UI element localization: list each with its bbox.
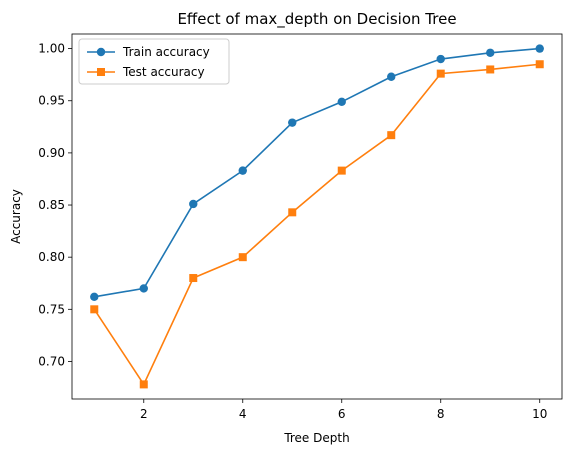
y-tick-label: 1.00 [38,42,65,56]
plot-frame [72,34,562,399]
x-tick-label: 6 [338,407,346,421]
legend-marker-2 [97,68,105,76]
y-tick-label: 0.85 [38,198,65,212]
x-axis-ticks: 2 4 6 8 10 [140,399,547,421]
series-1-point [90,293,98,301]
legend-marker-1 [97,48,105,56]
series-1-point [387,73,395,81]
y-tick-label: 0.75 [38,302,65,316]
y-tick-label: 0.80 [38,250,65,264]
series-2-point [536,60,544,68]
series-2-point [437,70,445,78]
series-1-point [189,200,197,208]
series-2-point [387,131,395,139]
y-axis-label: Accuracy [9,189,23,244]
y-axis-ticks: 0.70 0.75 0.80 0.85 0.90 0.95 1.00 [38,42,72,369]
x-tick-label: 8 [437,407,445,421]
x-tick-label: 10 [532,407,547,421]
series-1-point [288,118,296,126]
x-tick-label: 4 [239,407,247,421]
series-2-point [140,380,148,388]
series-2-point [338,167,346,175]
series-2-point [486,65,494,73]
series-line-1 [94,49,539,297]
series-2-point [239,253,247,261]
legend-label-1: Train accuracy [122,45,210,59]
y-tick-label: 0.90 [38,146,65,160]
y-tick-label: 0.95 [38,94,65,108]
series-1-point [140,284,148,292]
series-2-point [90,305,98,313]
series-1-point [239,166,247,174]
series-2-point [288,208,296,216]
chart-title: Effect of max_depth on Decision Tree [177,10,456,29]
series-1-point [338,98,346,106]
legend: Train accuracy Test accuracy [79,39,229,84]
y-tick-label: 0.70 [38,354,65,368]
x-axis-label: Tree Depth [283,431,349,445]
series-1-point [536,44,544,52]
legend-label-2: Test accuracy [122,65,205,79]
series-layer [90,44,544,388]
series-1-point [437,55,445,63]
plot-area [72,34,562,399]
series-2-point [189,274,197,282]
series-1-point [486,49,494,57]
x-tick-label: 2 [140,407,148,421]
